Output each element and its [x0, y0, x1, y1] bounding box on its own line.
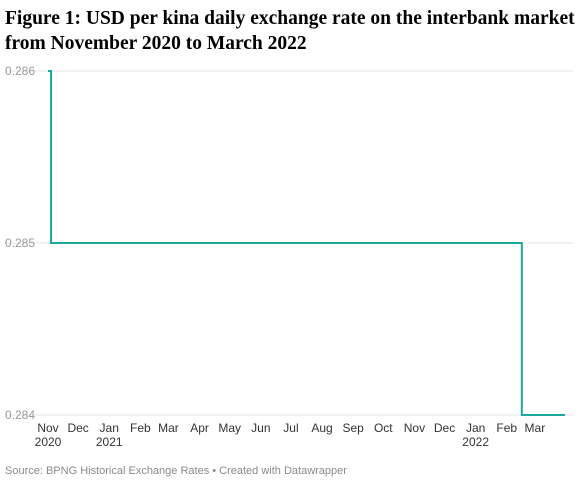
x-tick-label: Oct: [374, 421, 393, 435]
x-tick-label: Aug: [311, 421, 332, 435]
x-tick-label: Sep: [343, 421, 365, 435]
y-tick-label: 0.286: [5, 64, 35, 78]
chart-title: Figure 1: USD per kina daily exchange ra…: [5, 8, 575, 54]
y-tick-label: 0.284: [5, 408, 35, 422]
x-tick-label: Dec: [434, 421, 455, 435]
x-tick-label: Feb: [130, 421, 151, 435]
x-tick-label: Jul: [283, 421, 298, 435]
x-tick-label: Nov: [37, 421, 58, 435]
x-tick-year-label: 2022: [462, 435, 489, 449]
x-tick-year-label: 2021: [96, 435, 123, 449]
x-tick-label: Jan: [100, 421, 119, 435]
source-note: Source: BPNG Historical Exchange Rates •…: [5, 465, 347, 477]
y-tick-label: 0.285: [5, 236, 35, 250]
x-tick-label: Jun: [251, 421, 270, 435]
y-axis-ticks: 0.286 0.285 0.284: [5, 64, 35, 422]
x-tick-label: Feb: [496, 421, 517, 435]
x-tick-year-label: 2020: [35, 435, 62, 449]
x-tick-label: Apr: [190, 421, 209, 435]
series-line: [48, 70, 565, 416]
x-tick-label: Mar: [525, 421, 546, 435]
x-tick-label: Jan: [466, 421, 485, 435]
series-layer: [48, 70, 565, 416]
x-tick-label: Mar: [158, 421, 179, 435]
x-tick-label: Nov: [404, 421, 425, 435]
x-tick-label: Dec: [67, 421, 88, 435]
x-tick-label: May: [218, 421, 241, 435]
